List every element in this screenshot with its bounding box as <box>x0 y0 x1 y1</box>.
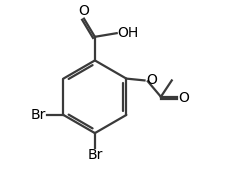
Text: Br: Br <box>87 148 103 162</box>
Text: O: O <box>146 73 157 88</box>
Text: Br: Br <box>31 108 46 122</box>
Text: OH: OH <box>118 26 139 40</box>
Text: O: O <box>78 4 89 18</box>
Text: O: O <box>179 91 190 105</box>
